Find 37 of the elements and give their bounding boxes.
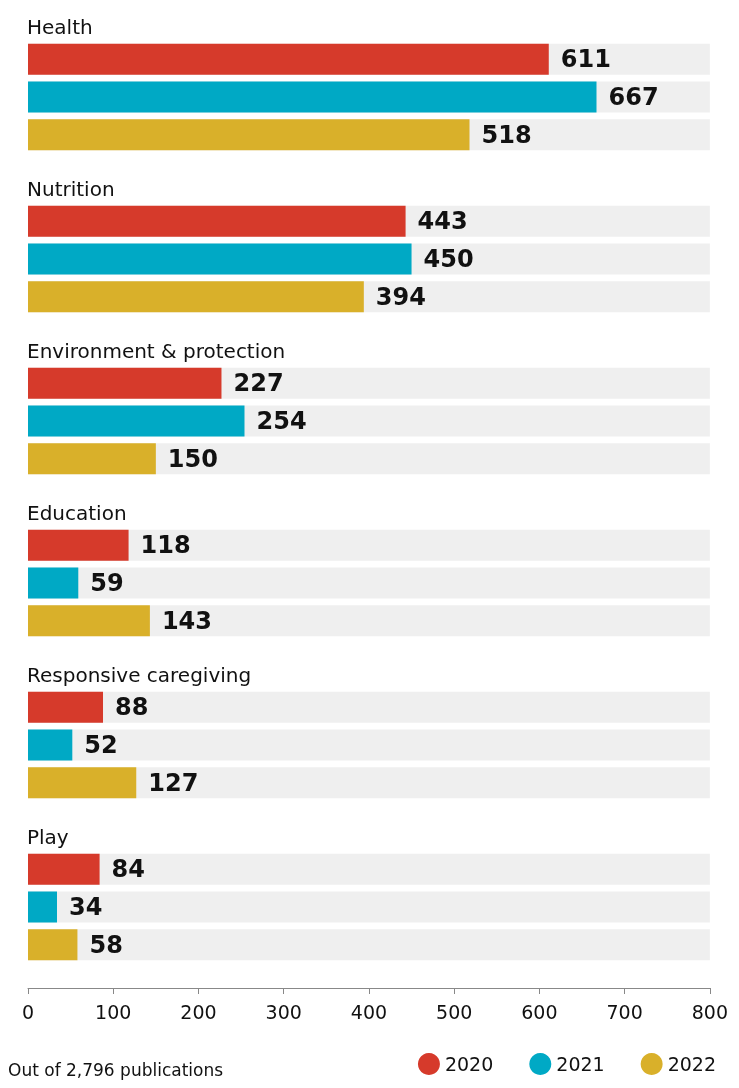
x-tick-label: 400	[350, 1000, 388, 1023]
x-tick-label: 100	[95, 1000, 132, 1023]
data-label: 59	[90, 569, 124, 597]
data-label: 254	[256, 407, 307, 435]
x-tick-label: 600	[521, 1000, 558, 1023]
y-tick-label: Responsive caregiving	[27, 663, 252, 687]
data-label: 518	[481, 120, 532, 149]
data-label: 88	[115, 693, 149, 722]
data-label: 150	[167, 444, 218, 473]
x-tick-label: 800	[691, 1000, 728, 1023]
x-tick-label: 200	[180, 1000, 217, 1023]
y-tick-label: Environment & protection	[27, 339, 286, 363]
x-tick-label: 0	[21, 1000, 35, 1023]
data-label: 667	[608, 83, 659, 111]
x-tick-label: 500	[436, 1000, 473, 1023]
legend-label: 2021	[556, 1053, 605, 1075]
data-label: 127	[148, 768, 199, 797]
data-label: 58	[89, 930, 123, 959]
x-tick-label: 300	[265, 1000, 302, 1023]
data-label: 34	[68, 893, 103, 921]
data-label: 394	[375, 282, 426, 311]
legend-label: 2020	[444, 1053, 494, 1075]
y-tick-label: Nutrition	[27, 177, 115, 201]
data-label: 227	[233, 369, 284, 398]
y-tick-label: Play	[27, 825, 69, 849]
data-label: 611	[560, 45, 611, 74]
y-tick-label: Education	[27, 501, 127, 525]
data-label: 52	[84, 731, 118, 759]
data-label: 450	[423, 245, 474, 273]
legend-label: 2022	[667, 1053, 717, 1075]
text: Out of 2,796 publications	[8, 1059, 224, 1080]
data-label: 443	[417, 207, 468, 236]
y-tick-label: Health	[27, 15, 93, 39]
data-label: 84	[111, 855, 145, 884]
data-label: 143	[161, 606, 212, 635]
x-tick-label: 700	[606, 1000, 643, 1023]
data-label: 118	[140, 531, 191, 560]
